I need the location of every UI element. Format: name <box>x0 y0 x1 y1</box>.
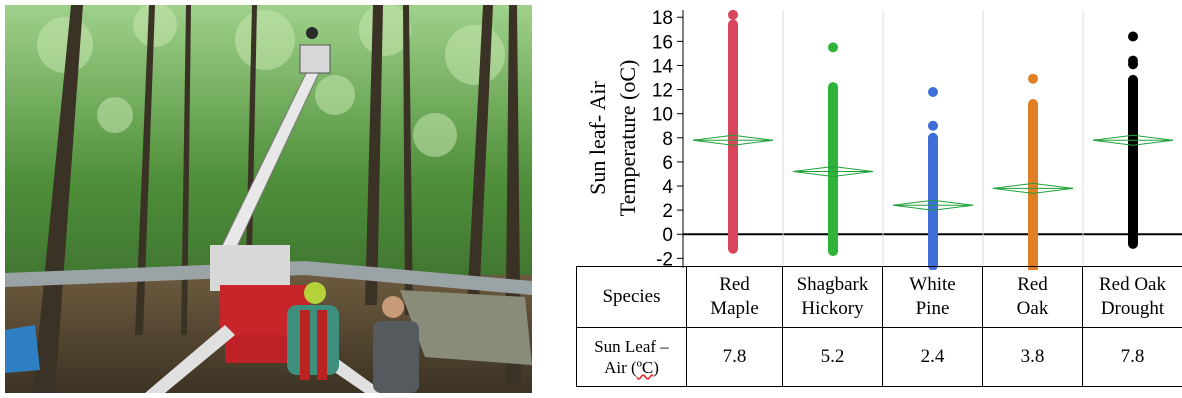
y-axis-label-line2: Temperature (oC) <box>615 60 640 217</box>
y-axis-label-line1: Sun leaf- Air <box>585 81 610 195</box>
y-tick-label: 18 <box>652 8 673 29</box>
y-ticks: 18 16 14 12 10 8 6 4 2 0 -2 <box>652 8 683 270</box>
y-tick-label: 10 <box>652 105 673 126</box>
table-row: Sun Leaf – Air (ºC) 7.8 5.2 2.4 3.8 7.8 <box>576 327 1182 387</box>
table-header-species: Species <box>576 266 687 328</box>
plot-area <box>683 9 1182 270</box>
table-row-label: Sun Leaf – Air (ºC) <box>576 327 687 387</box>
data-point <box>928 86 938 97</box>
table-header-species-4: Red Oak <box>982 266 1083 328</box>
series-red-oak <box>992 73 1074 270</box>
data-point <box>728 9 738 20</box>
table-header-species-1: Red Maple <box>686 266 783 328</box>
series-red-maple <box>692 9 774 254</box>
table-header-species-2: Shagbark Hickory <box>782 266 883 328</box>
data-point <box>1128 31 1138 42</box>
data-table: Species Red Maple Shagbark Hickory White Pi… <box>576 266 1182 387</box>
table-cell-value-5: 7.8 <box>1082 327 1182 387</box>
field-photo <box>5 5 532 393</box>
table-cell-value-1: 7.8 <box>686 327 783 387</box>
data-point <box>928 120 938 131</box>
y-tick-label: 0 <box>662 225 673 246</box>
y-tick-label: 4 <box>662 177 673 198</box>
table-header-species-5: Red Oak Drought <box>1082 266 1182 328</box>
y-tick-label: 14 <box>652 56 674 77</box>
series-white-pine <box>892 86 974 270</box>
table-cell-value-2: 5.2 <box>782 327 883 387</box>
data-point <box>1028 73 1038 84</box>
series-shagbark-hickory <box>792 42 874 257</box>
chart: Sun leaf- Air Temperature (oC) 181614121… <box>585 8 1182 270</box>
table-cell-value-3: 2.4 <box>882 327 983 387</box>
table-row: Species Red Maple Shagbark Hickory White Pi… <box>576 266 1182 328</box>
series-red-oak-drought <box>1092 31 1174 249</box>
table-header-species-3: White Pine <box>882 266 983 328</box>
y-tick-label: 8 <box>662 129 673 150</box>
y-tick-label: -2 <box>656 249 673 270</box>
data-point <box>1128 55 1138 66</box>
y-tick-label: 2 <box>662 201 673 222</box>
y-tick-label: 16 <box>652 32 673 53</box>
table-cell-value-4: 3.8 <box>982 327 1083 387</box>
y-tick-label: 12 <box>652 81 673 102</box>
y-tick-label: 6 <box>662 153 673 174</box>
data-point <box>828 42 838 53</box>
